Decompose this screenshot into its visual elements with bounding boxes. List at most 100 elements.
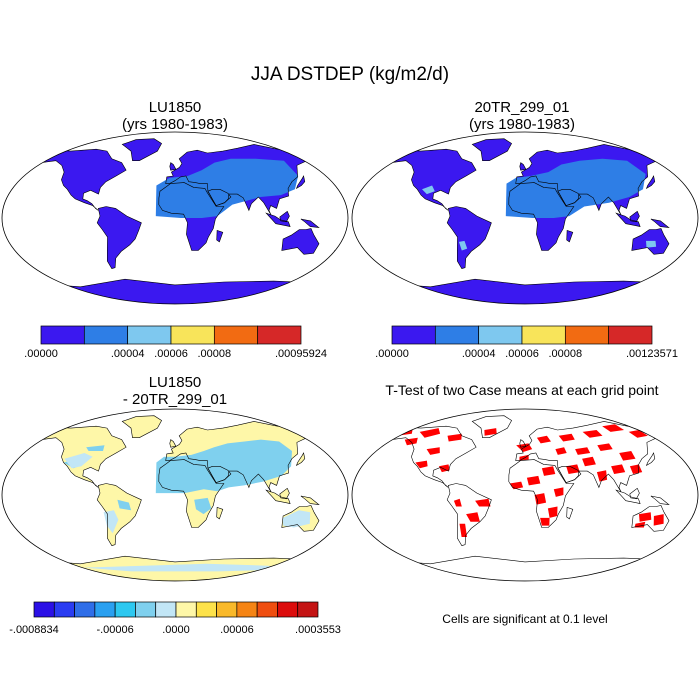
colorbar-tick-label: .0003553	[295, 624, 341, 636]
coastline-south-america	[96, 483, 142, 546]
field-region	[639, 512, 652, 522]
field-region	[458, 240, 468, 251]
coastline-new-guinea	[650, 218, 670, 229]
land-madagascar	[216, 230, 223, 242]
colorbar-tick-label: .00006	[505, 348, 539, 360]
land-north-america	[36, 149, 127, 211]
field-region	[597, 443, 613, 451]
panel2-title-line1: 20TR_299_01	[474, 99, 570, 116]
land-greenland	[122, 138, 162, 161]
land-indonesia	[266, 213, 291, 227]
panel4-title: T-Test of two Case means at each grid po…	[385, 382, 659, 398]
coastline-africa	[508, 459, 575, 528]
coastline-new-guinea	[300, 218, 320, 229]
coastline-north-america	[35, 148, 127, 211]
colorbar-swatch	[127, 325, 172, 345]
colorbar-tick-label: .00123571	[626, 348, 678, 360]
field-region	[555, 447, 567, 455]
field-region	[48, 431, 109, 442]
coastline-arabia	[557, 465, 582, 483]
colorbar-tick-label: -.00006	[96, 624, 133, 636]
coastline-uk	[519, 162, 527, 171]
coastline-arabia	[207, 465, 232, 483]
coastline-japan	[645, 175, 656, 190]
coastline-japan	[295, 452, 306, 467]
colorbar-swatch	[74, 601, 96, 618]
field-region	[558, 433, 575, 442]
land-indonesia	[616, 213, 641, 227]
land-japan	[296, 453, 305, 466]
colorbar-3: -.0008834 -.00006 .0000 .00006 .0003553	[9, 601, 341, 636]
colorbar-tick-label: .00095924	[275, 348, 327, 360]
panel3-title-line1: LU1850	[148, 374, 202, 391]
field-region	[634, 521, 646, 528]
field-region	[415, 460, 428, 469]
colorbar-swatch	[391, 325, 436, 345]
field-region	[194, 497, 212, 515]
land-new-guinea	[300, 496, 319, 505]
land-new-guinea	[650, 219, 669, 228]
colorbar-swatch	[155, 601, 177, 618]
coastline-borneo	[629, 210, 640, 223]
field-region	[582, 430, 603, 438]
field-region	[466, 512, 480, 522]
coastline-australia	[631, 228, 670, 255]
land-new-guinea	[300, 219, 319, 228]
field-region	[117, 499, 132, 511]
field-region	[611, 464, 626, 474]
map-panel-2	[351, 131, 699, 305]
map-border	[1, 408, 349, 582]
field-region	[459, 523, 467, 537]
land-greenland	[122, 415, 162, 438]
coastline-uk	[169, 162, 177, 171]
coastline-africa	[158, 459, 225, 528]
colorbar-swatch	[297, 601, 319, 618]
coastline-antarctica	[378, 278, 672, 304]
colorbar-tick-label: .00000	[24, 348, 58, 360]
coastline-australia	[631, 505, 670, 532]
field-region	[155, 439, 292, 494]
colorbar-swatch	[40, 325, 85, 345]
coastline-madagascar	[566, 506, 574, 520]
land-north-america	[386, 149, 477, 211]
colorbar-swatch	[236, 601, 258, 618]
land-greenland	[472, 138, 512, 161]
panel1-title-line1: LU1850	[148, 99, 202, 116]
colorbar-swatch	[53, 601, 75, 618]
coastline-antarctica	[28, 278, 322, 304]
coastline-australia	[281, 505, 320, 532]
colorbar-tick-label: .00000	[375, 348, 409, 360]
colorbar-tick-label: .00006	[220, 624, 254, 636]
coastline-madagascar	[216, 229, 224, 243]
coastline-australia	[281, 228, 320, 255]
coastline-eurasia	[165, 421, 328, 493]
land-south-america	[97, 483, 142, 546]
land-uk	[169, 439, 176, 448]
coastline-eurasia	[165, 144, 328, 216]
coastline-japan	[295, 175, 306, 190]
land-south-america	[447, 206, 492, 269]
colorbar-swatch	[114, 601, 136, 618]
field-region	[86, 445, 105, 451]
field-region	[155, 158, 299, 218]
map-border	[351, 408, 699, 582]
coastline-south-america	[446, 483, 492, 546]
coastline-greenland	[121, 138, 162, 161]
coastline-eurasia	[515, 144, 678, 216]
colorbar-swatch	[434, 325, 480, 345]
colorbar-swatch	[170, 325, 215, 345]
coastline-madagascar	[566, 229, 574, 243]
field-region	[575, 447, 591, 455]
coastline-borneo	[279, 487, 290, 500]
colorbar-tick-label: .00004	[462, 348, 496, 360]
coastline-greenland	[471, 138, 512, 161]
coastline-indonesia	[615, 212, 641, 228]
coastline-indonesia	[265, 212, 291, 228]
coastline-indonesia	[615, 489, 641, 505]
coastline-north-america	[35, 425, 127, 488]
panel3-title: LU1850 - 20TR_299_01	[50, 374, 300, 408]
coastline-north-america	[385, 425, 477, 488]
figure-title: JJA DSTDEP (kg/m2/d)	[250, 64, 450, 85]
coastline-borneo	[279, 210, 290, 223]
coastline-madagascar	[216, 506, 224, 520]
